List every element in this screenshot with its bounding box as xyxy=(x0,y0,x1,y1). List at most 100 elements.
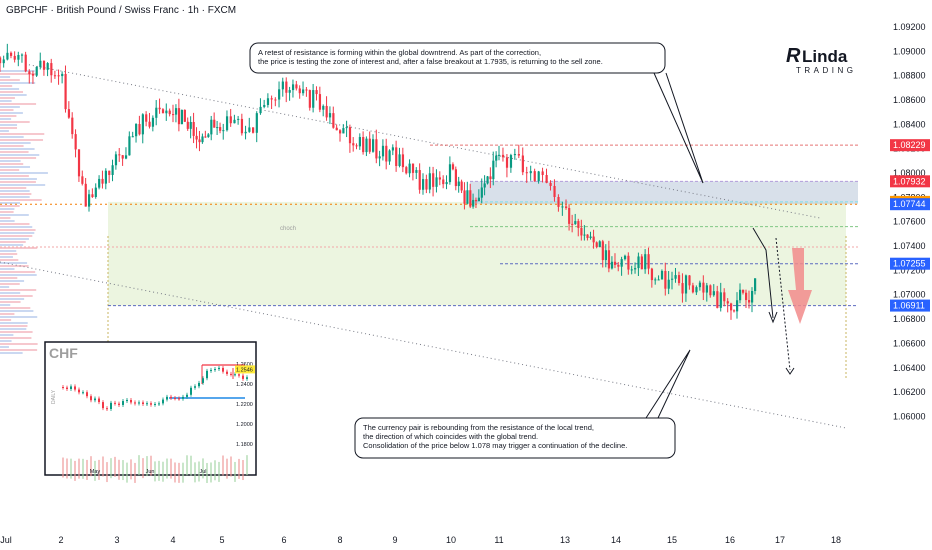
candle-body xyxy=(124,155,128,159)
candle-body xyxy=(583,234,586,236)
candle-body xyxy=(151,117,155,127)
candle-body xyxy=(305,89,308,91)
candle-body xyxy=(495,155,498,161)
candle-body xyxy=(486,176,489,184)
inset-volume-bar xyxy=(98,459,100,480)
inset-price-label: 1.2600 xyxy=(236,362,253,368)
candle-body xyxy=(712,291,715,296)
candle-body xyxy=(204,136,207,138)
profile-bar xyxy=(0,103,37,105)
zones-layer: choch xyxy=(108,181,858,306)
candle-body xyxy=(442,179,445,185)
candle-body xyxy=(31,74,35,76)
projection-arrowhead xyxy=(785,367,795,375)
candle-body xyxy=(177,108,181,125)
inset-candle-body xyxy=(158,403,160,405)
candle-body xyxy=(195,135,198,140)
time-tick-label: Jul xyxy=(0,535,12,545)
candle-body xyxy=(537,171,540,182)
profile-bar xyxy=(0,220,15,222)
candle-body xyxy=(255,113,258,133)
inset-volume-bar xyxy=(186,455,188,476)
inset-candle-body xyxy=(82,392,84,394)
profile-bar xyxy=(0,229,36,231)
projection-path xyxy=(752,227,774,319)
profile-bar xyxy=(0,226,33,228)
candle-body xyxy=(322,105,325,110)
profile-bar xyxy=(0,172,48,174)
candle-body xyxy=(35,66,38,76)
inset-candle-body xyxy=(122,401,124,405)
profile-bar xyxy=(0,352,23,354)
candle-body xyxy=(192,122,195,136)
candle-body xyxy=(332,113,335,128)
profile-bar xyxy=(0,319,12,321)
candle-body xyxy=(492,160,495,180)
candle-body xyxy=(580,227,583,236)
callout-text: the price is testing the zone of interes… xyxy=(258,57,603,66)
inset-volume-bar xyxy=(78,458,80,479)
profile-bar xyxy=(0,349,38,351)
candle-body xyxy=(425,179,428,190)
candle-body xyxy=(415,170,418,173)
candle-body xyxy=(53,75,57,77)
inset-candle-body xyxy=(186,394,188,397)
candle-body xyxy=(84,183,87,207)
candle-body xyxy=(681,283,684,294)
candle-body xyxy=(391,147,394,151)
candle-body xyxy=(295,84,298,89)
time-axis: Jul 2 3 4 5 6 8 9 10 11 13 14 15 16 17 18 xyxy=(0,528,932,550)
candle-body xyxy=(463,190,466,204)
inset-side-label: DAILY xyxy=(51,389,57,404)
candle-body xyxy=(422,179,425,190)
candle-body xyxy=(216,127,219,129)
time-tick-label: 10 xyxy=(446,535,456,545)
chart-title: GBPCHF · British Pound / Swiss Franc · 1… xyxy=(6,5,236,16)
candle-body xyxy=(98,178,101,188)
profile-bar xyxy=(0,346,9,348)
brand-logo: R Linda TRADING xyxy=(786,45,853,75)
inset-time-label: Jul xyxy=(199,469,206,475)
price-tick-label: 1.08600 xyxy=(893,95,926,105)
profile-bar xyxy=(0,130,9,132)
projection-arrowhead xyxy=(768,311,778,324)
candle-body xyxy=(131,136,134,138)
inset-candle-body xyxy=(70,386,72,389)
profile-bar xyxy=(0,301,21,303)
profile-bar xyxy=(0,304,11,306)
candle-body xyxy=(348,127,352,144)
candle-body xyxy=(9,52,13,56)
profile-bar xyxy=(0,310,34,312)
time-tick-label: 9 xyxy=(392,535,397,545)
inset-candle-body xyxy=(162,399,164,404)
profile-bar xyxy=(0,286,10,288)
profile-bar xyxy=(0,151,29,153)
candle-body xyxy=(592,236,595,243)
candle-body xyxy=(46,63,49,70)
candle-body xyxy=(57,75,60,77)
candle-body xyxy=(723,292,726,302)
profile-bar xyxy=(0,154,40,156)
inset-candle-body xyxy=(230,373,232,375)
inset-price-label: 1.2200 xyxy=(236,402,253,408)
candle-body xyxy=(477,197,481,202)
profile-bar xyxy=(0,109,14,111)
price-tick-label: 1.06200 xyxy=(893,387,926,397)
candle-body xyxy=(302,89,305,94)
profile-bar xyxy=(0,205,20,207)
candle-body xyxy=(418,170,421,190)
inset-volume-bar xyxy=(166,458,168,479)
price-tick-label: 1.09000 xyxy=(893,46,926,56)
price-tick-label: 1.09200 xyxy=(893,22,926,32)
inset-candle-body xyxy=(118,403,120,405)
inset-volume-bar xyxy=(62,457,64,478)
candle-body xyxy=(121,155,124,159)
inset-candle-body xyxy=(246,377,248,379)
candle-body xyxy=(174,108,178,115)
candle-body xyxy=(233,119,236,124)
candle-body xyxy=(688,275,691,286)
annotations: A retest of resistance is forming within… xyxy=(249,42,704,459)
time-tick-label: 8 xyxy=(337,535,342,545)
profile-bar xyxy=(0,94,27,96)
inset-candle-body xyxy=(214,369,216,371)
